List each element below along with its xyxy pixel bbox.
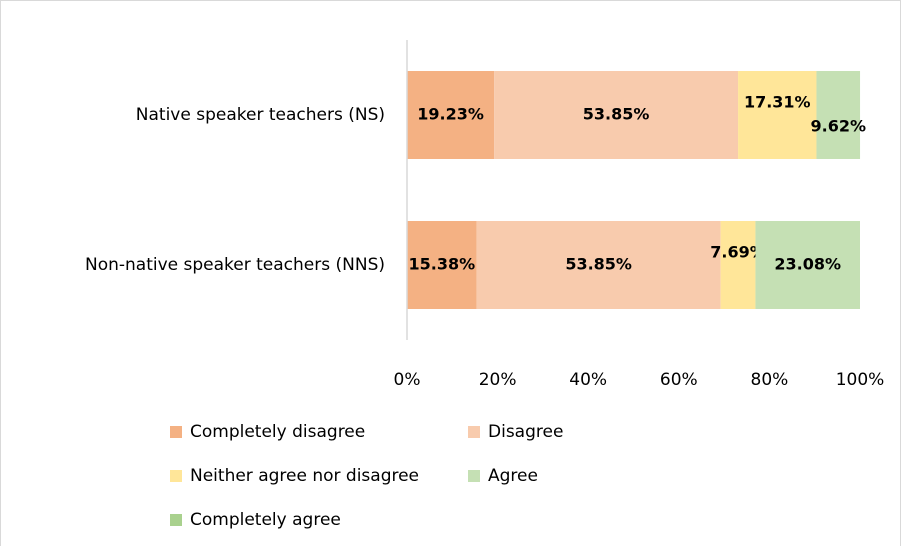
data-label: 9.62%	[810, 117, 866, 136]
data-label: 19.23%	[417, 105, 484, 124]
bar-segment	[494, 71, 739, 159]
y-tick-label: Non-native speaker teachers (NNS)	[85, 255, 385, 275]
bar-segment	[407, 221, 477, 309]
x-tick-label: 100%	[836, 370, 885, 390]
bar-segment	[407, 71, 495, 159]
legend-swatch	[170, 514, 182, 526]
data-label: 17.31%	[744, 93, 811, 112]
x-tick-label: 0%	[394, 370, 421, 390]
legend-swatch	[468, 426, 480, 438]
legend-label: Agree	[488, 466, 538, 486]
bar-segment	[720, 221, 756, 309]
data-label: 7.69%	[710, 243, 766, 262]
data-label: 53.85%	[583, 105, 650, 124]
x-tick-label: 40%	[569, 370, 607, 390]
legend-swatch	[170, 470, 182, 482]
bar-segment	[738, 71, 817, 159]
legend-label: Completely disagree	[190, 422, 365, 442]
data-label: 53.85%	[565, 255, 632, 274]
legend-label: Completely agree	[190, 510, 341, 530]
data-label: 23.08%	[774, 255, 841, 274]
bar-segment	[476, 221, 721, 309]
x-tick-label: 20%	[479, 370, 517, 390]
legend-swatch	[170, 426, 182, 438]
legend-label: Neither agree nor disagree	[190, 466, 419, 486]
y-tick-label: Native speaker teachers (NS)	[136, 105, 385, 125]
data-label: 15.38%	[409, 255, 476, 274]
legend-label: Disagree	[488, 422, 563, 442]
bar-segment	[755, 221, 860, 309]
x-tick-label: 80%	[751, 370, 789, 390]
legend-swatch	[468, 470, 480, 482]
bar-segment	[816, 71, 861, 159]
x-tick-label: 60%	[660, 370, 698, 390]
